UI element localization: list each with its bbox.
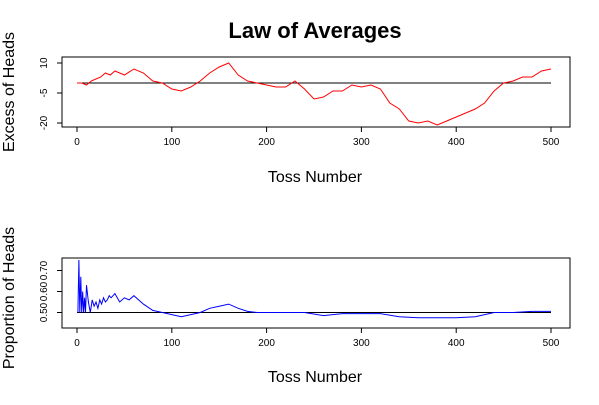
proportion-heads-x-axis: 0 100 200 300 400 500 <box>74 327 560 349</box>
proportion-heads-x-tick-label: 300 <box>353 338 370 349</box>
proportion-heads-x-tick-label: 500 <box>543 338 560 349</box>
excess-heads-x-tick-label: 300 <box>353 137 370 148</box>
excess-heads-xlabel: Toss Number <box>268 169 363 186</box>
proportion-heads-x-tick-label: 200 <box>258 338 275 349</box>
proportion-heads-x-tick-label: 400 <box>448 338 465 349</box>
excess-heads-y-tick-label: 10 <box>39 57 50 69</box>
proportion-heads-y-tick-label: 0.70 <box>39 260 50 280</box>
excess-heads-series <box>77 62 552 126</box>
excess-heads-ylabel: Excess of Heads <box>1 32 18 152</box>
proportion-heads-y-tick-label: 0.50 <box>39 302 50 322</box>
excess-heads-x-tick-label: 100 <box>163 137 180 148</box>
excess-heads-x-tick-label: 500 <box>543 137 560 148</box>
proportion-heads-series <box>77 259 551 319</box>
excess-heads-series-line <box>77 62 552 126</box>
excess-heads-x-axis: 0 100 200 300 400 500 <box>74 126 560 148</box>
excess-heads-x-tick-label: 400 <box>448 137 465 148</box>
proportion-heads-x-tick-label: 100 <box>163 338 180 349</box>
excess-heads-y-axis: 10 -5 -20 <box>39 57 63 130</box>
proportion-heads-panel: 0 100 200 300 400 500 0.500.600.70 Toss Numbe… <box>1 227 571 386</box>
proportion-heads-ylabel: Proportion of Heads <box>1 227 18 369</box>
excess-heads-panel: 0 100 200 300 400 500 10 -5 -20 Toss Number Exc… <box>1 32 571 186</box>
proportion-heads-y-tick-label: 0.60 <box>39 281 50 301</box>
excess-heads-x-tick-label: 200 <box>258 137 275 148</box>
proportion-heads-plot-frame <box>61 257 571 329</box>
proportion-heads-xlabel: Toss Number <box>268 369 363 386</box>
proportion-heads-y-axis: 0.500.600.70 <box>39 260 63 322</box>
chart-title: Law of Averages <box>228 18 401 43</box>
excess-heads-x-tick-label: 0 <box>74 137 80 148</box>
proportion-heads-x-tick-label: 0 <box>74 338 80 349</box>
proportion-heads-series-line <box>77 259 551 319</box>
excess-heads-y-tick-label: -5 <box>39 88 50 97</box>
excess-heads-y-tick-label: -20 <box>39 115 50 130</box>
